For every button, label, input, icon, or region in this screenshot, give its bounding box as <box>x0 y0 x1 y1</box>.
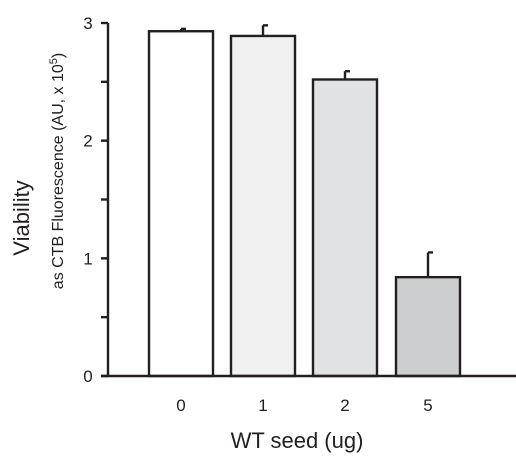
y-axis-subtitle-close: ) <box>50 53 67 58</box>
bars-layer <box>147 30 462 378</box>
axes-layer <box>101 21 516 378</box>
y-tick-label: 3 <box>83 14 92 33</box>
y-tick-label: 0 <box>83 367 92 386</box>
x-axis-title: WT seed (ug) <box>231 428 364 453</box>
x-tick-label-5: 5 <box>423 396 432 415</box>
bar-0 <box>147 30 215 378</box>
y-tick-label: 1 <box>83 249 92 268</box>
x-tick-label-1: 1 <box>258 396 267 415</box>
x-tick-label-0: 0 <box>176 396 185 415</box>
y-axis-subtitle: as CTB Fluorescence (AU, x 105) <box>48 53 67 289</box>
bar-2 <box>311 78 379 378</box>
y-axis-title: Viability <box>9 180 34 255</box>
bar-5 <box>394 275 462 378</box>
y-axis-subtitle-main: as CTB Fluorescence (AU, x 10 <box>50 64 67 289</box>
x-tick-label-2: 2 <box>340 396 349 415</box>
labels-layer: 0 1 2 3 0 1 2 5 <box>83 14 432 415</box>
error-bars-layer <box>179 24 433 278</box>
y-tick-label: 2 <box>83 132 92 151</box>
bar-1 <box>229 34 297 378</box>
y-axis-subtitle-exponent: 5 <box>48 58 60 64</box>
